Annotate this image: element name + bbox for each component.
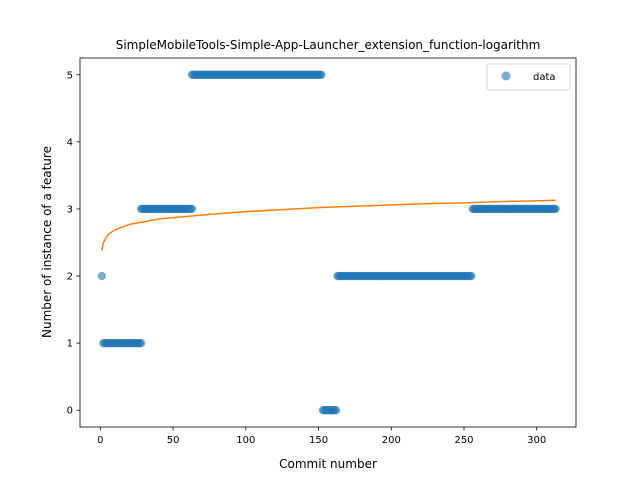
x-tick-label: 0: [97, 435, 103, 446]
y-tick-label: 4: [67, 137, 73, 148]
x-tick-label: 50: [167, 435, 180, 446]
y-tick-label: 0: [67, 406, 73, 417]
x-tick-label: 250: [454, 435, 473, 446]
y-tick-label: 2: [67, 272, 73, 283]
y-tick-label: 5: [67, 70, 73, 81]
data-point: [188, 205, 196, 213]
data-point: [317, 71, 325, 79]
legend: data: [487, 64, 570, 90]
x-tick-label: 300: [527, 435, 546, 446]
data-point: [551, 205, 559, 213]
x-tick-label: 200: [382, 435, 401, 446]
x-tick-label: 100: [236, 435, 255, 446]
legend-marker-data: [502, 72, 511, 81]
legend-label-data: data: [533, 72, 556, 83]
y-axis-label: Number of instance of a feature: [40, 146, 54, 338]
plot-area: [80, 58, 576, 427]
y-tick-label: 3: [67, 204, 73, 215]
x-tick-label: 150: [309, 435, 328, 446]
data-point: [467, 272, 475, 280]
chart-title: SimpleMobileTools-Simple-App-Launcher_ex…: [116, 38, 541, 52]
data-point: [332, 406, 340, 414]
legend-box: [487, 64, 570, 90]
y-tick-label: 1: [67, 339, 73, 350]
data-point: [98, 272, 106, 280]
x-axis-label: Commit number: [279, 457, 377, 471]
data-point: [137, 339, 145, 347]
